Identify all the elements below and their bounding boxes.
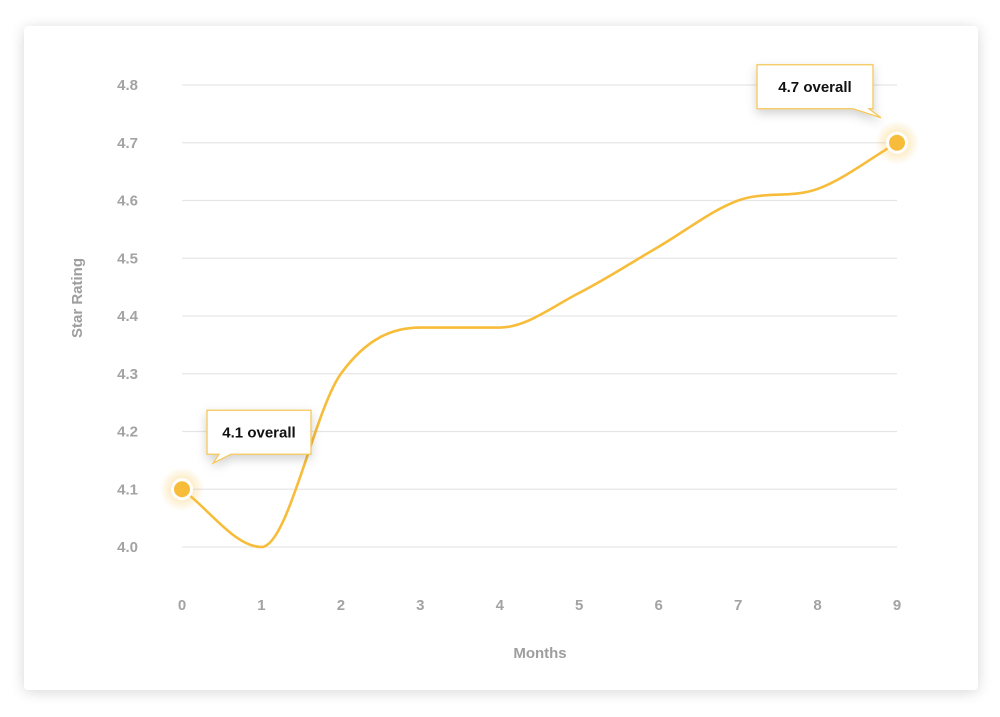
callout-shape xyxy=(756,64,882,119)
x-tick-label: 5 xyxy=(575,597,583,614)
chart-card xyxy=(24,26,978,690)
x-tick-label: 7 xyxy=(734,597,742,614)
callout-shape xyxy=(206,409,312,465)
annotation-label: 4.1 overall xyxy=(222,424,295,441)
callout-box xyxy=(206,409,312,465)
y-tick-label: 4.8 xyxy=(117,77,138,94)
highlight-point xyxy=(886,131,908,154)
x-tick-label: 2 xyxy=(337,597,345,614)
x-axis-ticks: 0 1 2 3 4 5 6 7 8 9 xyxy=(178,597,901,614)
y-tick-label: 4.7 xyxy=(117,135,138,152)
x-tick-label: 3 xyxy=(416,597,424,614)
x-tick-label: 4 xyxy=(496,597,505,614)
y-tick-label: 4.2 xyxy=(117,424,138,441)
x-tick-label: 1 xyxy=(257,597,265,614)
series-line-0 xyxy=(180,141,899,549)
y-axis-title: Star Rating xyxy=(69,258,86,338)
x-axis-title: Months xyxy=(513,645,566,662)
y-axis-ticks: 4.0 4.1 4.2 4.3 4.4 4.5 4.6 4.7 4.8 xyxy=(117,77,139,556)
x-tick-label: 8 xyxy=(813,597,821,614)
highlight-point xyxy=(171,478,193,501)
y-tick-label: 4.1 xyxy=(117,481,138,498)
y-tick-label: 4.6 xyxy=(117,193,138,210)
x-tick-label: 9 xyxy=(893,597,901,614)
callout-box xyxy=(756,64,882,119)
y-tick-label: 4.3 xyxy=(117,366,138,383)
x-tick-label: 0 xyxy=(178,597,186,614)
annotations-group: 4.1 overall 4.7 overall xyxy=(160,64,919,512)
y-tick-label: 4.4 xyxy=(117,308,139,325)
x-tick-label: 6 xyxy=(654,597,662,614)
series-group xyxy=(180,141,899,549)
annotation-label: 4.7 overall xyxy=(778,79,851,96)
y-tick-label: 4.0 xyxy=(117,539,138,556)
y-tick-label: 4.5 xyxy=(117,250,138,267)
